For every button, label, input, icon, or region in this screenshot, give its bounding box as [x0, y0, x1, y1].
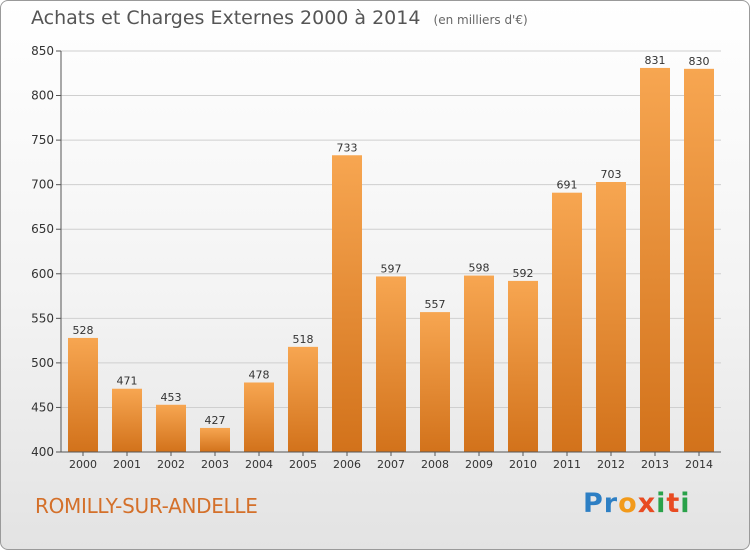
bar-value-label: 478 [249, 368, 270, 381]
bar [596, 181, 626, 452]
bar [156, 404, 186, 452]
y-tick-label: 400 [31, 445, 54, 459]
bar [552, 192, 582, 453]
bar-value-label: 592 [513, 267, 534, 280]
bar-value-label: 830 [689, 55, 710, 68]
bar-value-label: 557 [425, 298, 446, 311]
x-tick-label: 2009 [465, 458, 493, 471]
bar [244, 382, 274, 452]
y-tick-label: 700 [31, 178, 54, 192]
logo-letter: i [656, 488, 667, 519]
x-tick-label: 2001 [113, 458, 141, 471]
y-tick-label: 750 [31, 133, 54, 147]
x-tick-label: 2003 [201, 458, 229, 471]
bar-value-label: 453 [161, 391, 182, 404]
bar-value-label: 528 [73, 324, 94, 337]
bar [684, 68, 714, 453]
x-tick-label: 2005 [289, 458, 317, 471]
bar [420, 312, 450, 452]
logo-letter: i [680, 488, 691, 519]
logo-letter: o [618, 488, 638, 519]
bar [332, 155, 362, 452]
x-tick-label: 2013 [641, 458, 669, 471]
bar-value-label: 691 [557, 179, 578, 192]
y-tick-label: 850 [31, 44, 54, 58]
logo-letter: t [666, 488, 681, 519]
bar-value-label: 733 [337, 141, 358, 154]
logo-letter: P [583, 488, 604, 519]
bar [288, 346, 318, 452]
bar-value-label: 518 [293, 333, 314, 346]
y-tick-label: 650 [31, 222, 54, 236]
bar-value-label: 703 [601, 168, 622, 181]
bar [68, 337, 98, 452]
x-tick-label: 2011 [553, 458, 581, 471]
proxiti-logo[interactable]: Proxiti [583, 488, 691, 519]
bar [112, 388, 142, 452]
bar [640, 67, 670, 452]
logo-letter: r [603, 488, 619, 519]
commune-name: ROMILLY-SUR-ANDELLE [35, 494, 258, 518]
bar-value-label: 427 [205, 414, 226, 427]
x-tick-label: 2010 [509, 458, 537, 471]
bar-value-label: 597 [381, 262, 402, 275]
logo-letter: x [637, 488, 657, 519]
bar [376, 276, 406, 452]
chart-title-unit: (en milliers d'€) [433, 13, 528, 27]
x-tick-label: 2008 [421, 458, 449, 471]
bar [464, 275, 494, 452]
x-tick-label: 2007 [377, 458, 405, 471]
bar-value-label: 471 [117, 375, 138, 388]
x-tick-label: 2004 [245, 458, 273, 471]
x-tick-label: 2012 [597, 458, 625, 471]
bar-value-label: 831 [645, 54, 666, 67]
y-tick-label: 800 [31, 89, 54, 103]
bar [200, 427, 230, 452]
bar [508, 280, 538, 452]
chart-title-text: Achats et Charges Externes 2000 à 2014 [31, 7, 421, 29]
y-tick-label: 600 [31, 267, 54, 281]
chart-title: Achats et Charges Externes 2000 à 2014 (… [31, 7, 528, 29]
x-tick-label: 2002 [157, 458, 185, 471]
x-tick-label: 2000 [69, 458, 97, 471]
x-tick-label: 2014 [685, 458, 713, 471]
bar-value-label: 598 [469, 262, 490, 275]
y-tick-label: 500 [31, 356, 54, 370]
y-tick-label: 550 [31, 311, 54, 325]
y-tick-label: 450 [31, 400, 54, 414]
x-tick-label: 2006 [333, 458, 361, 471]
